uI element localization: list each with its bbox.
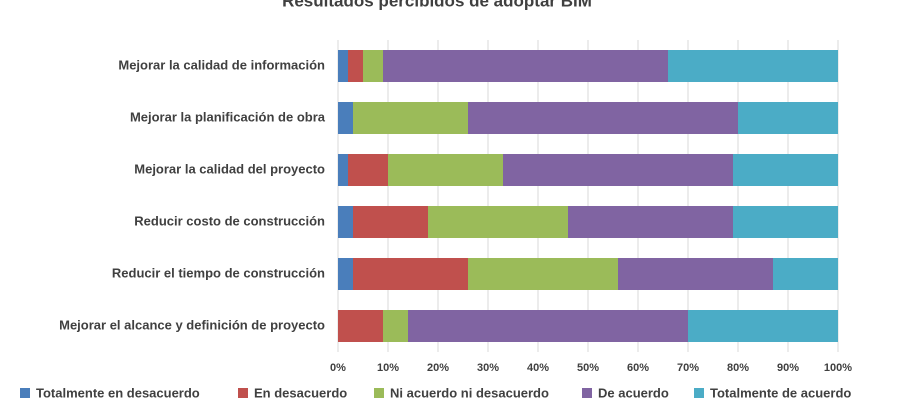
legend-label: Totalmente en desacuerdo	[36, 385, 200, 400]
bar-segment	[568, 206, 733, 238]
bar-segment	[773, 258, 838, 290]
x-tick-label: 0%	[330, 362, 346, 374]
bar-segment	[353, 258, 468, 290]
legend-marker	[374, 388, 384, 398]
bar-segment	[468, 258, 618, 290]
bar-segment	[353, 102, 468, 134]
x-tick-label: 40%	[527, 362, 549, 374]
y-tick-label: Mejorar la calidad de información	[118, 57, 325, 72]
x-tick-label: 30%	[477, 362, 499, 374]
bar-segment	[383, 310, 408, 342]
bar-segment	[338, 206, 353, 238]
y-tick-label: Mejorar el alcance y definición de proye…	[59, 317, 325, 332]
x-tick-label: 60%	[627, 362, 649, 374]
bar-segment	[733, 154, 838, 186]
bar-segment	[733, 206, 838, 238]
legend-label: De acuerdo	[598, 385, 669, 400]
bar-segment	[468, 102, 738, 134]
bar-segment	[338, 310, 383, 342]
bar-segment	[348, 154, 388, 186]
x-tick-label: 10%	[377, 362, 399, 374]
bar-segment	[408, 310, 688, 342]
bar-segment	[338, 154, 348, 186]
bar-segment	[668, 50, 838, 82]
x-tick-label: 90%	[777, 362, 799, 374]
bar-segment	[738, 102, 838, 134]
x-tick-label: 100%	[824, 362, 852, 374]
y-tick-label: Mejorar la calidad del proyecto	[134, 161, 325, 176]
bar-segment	[383, 50, 668, 82]
y-tick-label: Reducir el tiempo de construcción	[112, 265, 325, 280]
bar-segment	[618, 258, 773, 290]
legend-marker	[238, 388, 248, 398]
bar-segment	[388, 154, 503, 186]
bar-segment	[338, 258, 353, 290]
y-tick-label: Reducir costo de construcción	[134, 213, 325, 228]
x-tick-label: 70%	[677, 362, 699, 374]
legend-marker	[20, 388, 30, 398]
legend-label: En desacuerdo	[254, 385, 347, 400]
bar-segment	[363, 50, 383, 82]
legend-marker	[582, 388, 592, 398]
x-tick-label: 50%	[577, 362, 599, 374]
x-tick-label: 80%	[727, 362, 749, 374]
bar-segment	[348, 50, 363, 82]
bar-segment	[688, 310, 838, 342]
bar-segment	[338, 50, 348, 82]
bar-segment	[503, 154, 733, 186]
bar-segment	[353, 206, 428, 238]
legend-marker	[694, 388, 704, 398]
bar-segment	[428, 206, 568, 238]
legend-label: Ni acuerdo ni desacuerdo	[390, 385, 549, 400]
x-tick-label: 20%	[427, 362, 449, 374]
y-tick-label: Mejorar la planificación de obra	[130, 109, 326, 124]
bar-segment	[338, 102, 353, 134]
legend-label: Totalmente de acuerdo	[710, 385, 851, 400]
chart-title: Resultados percibidos de adoptar BIM	[282, 0, 592, 10]
